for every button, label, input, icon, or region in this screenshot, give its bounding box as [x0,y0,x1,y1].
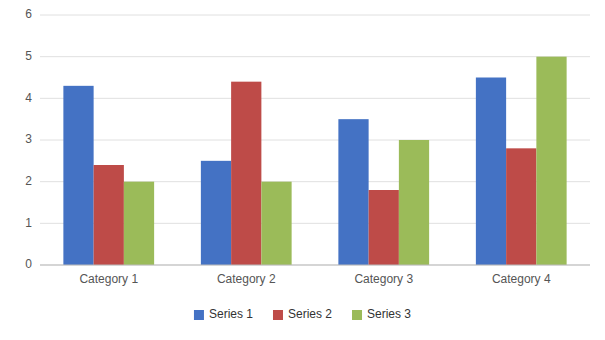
bars [63,57,566,265]
legend: Series 1 Series 2 Series 3 [194,307,411,321]
legend-item: Series 3 [352,307,411,321]
bar [94,165,124,265]
bar [399,140,429,265]
grid-line [40,98,590,99]
legend-label: Series 1 [209,307,253,321]
bar [63,86,93,265]
legend-swatch [273,310,283,320]
legend-item: Series 2 [273,307,332,321]
bar [124,182,154,265]
grid-line [40,265,590,266]
chart-container: 0 1 2 3 4 5 6 Category 1 Category 2 Category 3 Cat… [0,0,605,340]
y-tick-label: 2 [25,174,32,188]
y-tick-label: 5 [25,49,32,63]
legend-label: Series 2 [288,307,332,321]
legend-swatch [352,310,362,320]
legend-label: Series 3 [367,307,411,321]
x-axis-line [40,265,590,266]
grid-line [40,56,590,57]
x-tick-label: Category 1 [79,272,138,286]
chart-svg: 0 1 2 3 4 5 6 Category 1 Category 2 Category 3 Cat… [0,0,605,340]
grid [40,15,590,265]
bar [261,182,291,265]
grid-line [40,140,590,141]
legend-swatch [194,310,204,320]
y-tick-label: 6 [25,7,32,21]
bar [338,119,368,265]
bar [506,148,536,265]
bar [476,78,506,266]
x-tick-label: Category 3 [354,272,413,286]
bar [201,161,231,265]
y-tick-label: 4 [25,91,32,105]
bar [231,82,261,265]
bar [369,190,399,265]
x-tick-label: Category 4 [492,272,551,286]
grid-line [40,15,590,16]
bar [536,57,566,265]
legend-item: Series 1 [194,307,253,321]
x-tick-label: Category 2 [217,272,276,286]
y-tick-label: 0 [25,257,32,271]
y-tick-label: 3 [25,132,32,146]
y-tick-label: 1 [25,216,32,230]
